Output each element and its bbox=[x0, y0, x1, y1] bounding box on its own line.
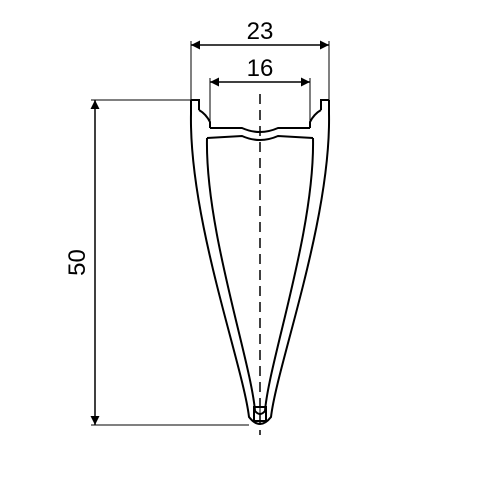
bead-wall-left bbox=[199, 110, 210, 128]
bead-wall-right bbox=[310, 110, 321, 128]
dim-value-inner-width: 16 bbox=[247, 55, 274, 82]
dim-value-outer-width: 23 bbox=[247, 18, 274, 45]
cavity-top bbox=[207, 136, 313, 140]
rim-hook-left bbox=[191, 100, 199, 110]
rim-hook-right bbox=[321, 100, 329, 110]
dim-value-depth: 50 bbox=[64, 249, 91, 276]
